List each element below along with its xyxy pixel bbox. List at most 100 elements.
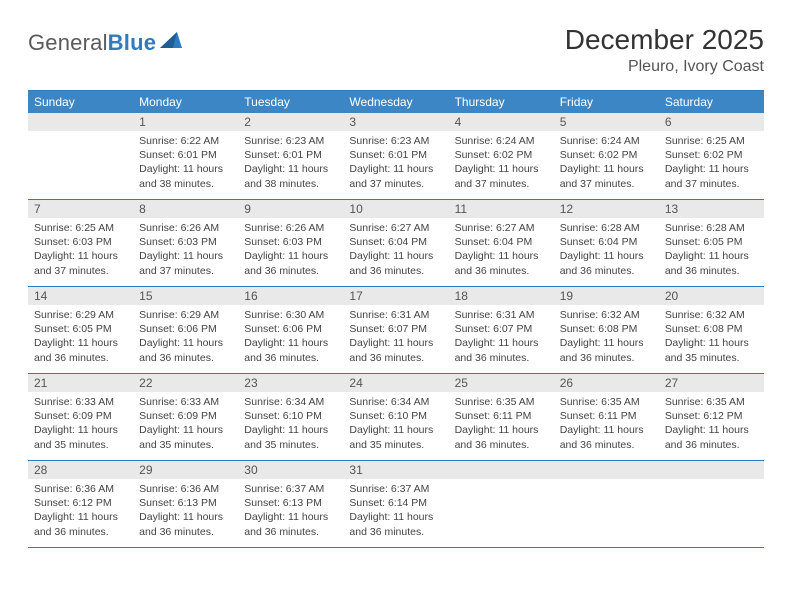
cell-line: Daylight: 11 hours: [349, 336, 442, 350]
logo-text-blue: Blue: [108, 30, 156, 55]
cell-line: Sunset: 6:05 PM: [665, 235, 758, 249]
cell-line: and 36 minutes.: [560, 351, 653, 365]
date-number: 5: [554, 113, 659, 131]
cell-line: Sunset: 6:14 PM: [349, 496, 442, 510]
logo: GeneralBlue: [28, 30, 182, 56]
cell-line: and 36 minutes.: [560, 264, 653, 278]
day-header: Thursday: [449, 91, 554, 113]
empty-date-bar: [554, 461, 659, 479]
day-cell: 10Sunrise: 6:27 AMSunset: 6:04 PMDayligh…: [343, 200, 448, 286]
calendar-grid: SundayMondayTuesdayWednesdayThursdayFrid…: [28, 90, 764, 548]
cell-body: Sunrise: 6:29 AMSunset: 6:06 PMDaylight:…: [133, 305, 238, 371]
date-number: 1: [133, 113, 238, 131]
cell-line: Sunrise: 6:35 AM: [455, 395, 548, 409]
cell-body: Sunrise: 6:25 AMSunset: 6:03 PMDaylight:…: [28, 218, 133, 284]
cell-line: Daylight: 11 hours: [244, 423, 337, 437]
day-header: Tuesday: [238, 91, 343, 113]
cell-line: and 36 minutes.: [244, 351, 337, 365]
day-cell: 6Sunrise: 6:25 AMSunset: 6:02 PMDaylight…: [659, 113, 764, 199]
cell-line: and 37 minutes.: [349, 177, 442, 191]
cell-body: Sunrise: 6:28 AMSunset: 6:04 PMDaylight:…: [554, 218, 659, 284]
cell-line: Sunrise: 6:28 AM: [665, 221, 758, 235]
logo-text: GeneralBlue: [28, 30, 156, 56]
cell-line: Sunset: 6:09 PM: [34, 409, 127, 423]
logo-text-gray: General: [28, 30, 108, 55]
cell-line: Sunset: 6:03 PM: [244, 235, 337, 249]
cell-line: Daylight: 11 hours: [665, 249, 758, 263]
day-cell: 12Sunrise: 6:28 AMSunset: 6:04 PMDayligh…: [554, 200, 659, 286]
cell-line: and 36 minutes.: [34, 351, 127, 365]
week-row: 21Sunrise: 6:33 AMSunset: 6:09 PMDayligh…: [28, 374, 764, 461]
cell-line: Sunrise: 6:26 AM: [244, 221, 337, 235]
cell-line: and 36 minutes.: [349, 264, 442, 278]
cell-body: Sunrise: 6:33 AMSunset: 6:09 PMDaylight:…: [133, 392, 238, 458]
cell-line: Sunset: 6:13 PM: [244, 496, 337, 510]
cell-body: Sunrise: 6:25 AMSunset: 6:02 PMDaylight:…: [659, 131, 764, 197]
date-number: 31: [343, 461, 448, 479]
date-number: 12: [554, 200, 659, 218]
cell-line: Sunrise: 6:34 AM: [349, 395, 442, 409]
cell-line: Sunrise: 6:37 AM: [244, 482, 337, 496]
cell-line: Daylight: 11 hours: [244, 162, 337, 176]
cell-line: and 36 minutes.: [455, 438, 548, 452]
day-header: Wednesday: [343, 91, 448, 113]
day-cell: 19Sunrise: 6:32 AMSunset: 6:08 PMDayligh…: [554, 287, 659, 373]
cell-line: and 37 minutes.: [560, 177, 653, 191]
date-number: 25: [449, 374, 554, 392]
cell-line: Daylight: 11 hours: [560, 249, 653, 263]
cell-line: Sunset: 6:08 PM: [560, 322, 653, 336]
cell-line: Sunset: 6:02 PM: [455, 148, 548, 162]
cell-body: Sunrise: 6:36 AMSunset: 6:13 PMDaylight:…: [133, 479, 238, 545]
cell-line: and 36 minutes.: [244, 264, 337, 278]
cell-line: Daylight: 11 hours: [455, 336, 548, 350]
day-cell: 24Sunrise: 6:34 AMSunset: 6:10 PMDayligh…: [343, 374, 448, 460]
cell-body: Sunrise: 6:35 AMSunset: 6:11 PMDaylight:…: [554, 392, 659, 458]
date-number: 30: [238, 461, 343, 479]
cell-line: Daylight: 11 hours: [34, 336, 127, 350]
date-number: 20: [659, 287, 764, 305]
day-cell: 3Sunrise: 6:23 AMSunset: 6:01 PMDaylight…: [343, 113, 448, 199]
cell-line: Sunset: 6:04 PM: [349, 235, 442, 249]
cell-line: Daylight: 11 hours: [455, 162, 548, 176]
cell-body: Sunrise: 6:37 AMSunset: 6:13 PMDaylight:…: [238, 479, 343, 545]
day-cell: 28Sunrise: 6:36 AMSunset: 6:12 PMDayligh…: [28, 461, 133, 547]
cell-line: and 35 minutes.: [139, 438, 232, 452]
cell-line: Sunset: 6:12 PM: [665, 409, 758, 423]
cell-line: Daylight: 11 hours: [139, 423, 232, 437]
cell-line: Sunrise: 6:25 AM: [665, 134, 758, 148]
cell-body: Sunrise: 6:31 AMSunset: 6:07 PMDaylight:…: [449, 305, 554, 371]
cell-line: Sunrise: 6:32 AM: [560, 308, 653, 322]
calendar-page: GeneralBlue December 2025 Pleuro, Ivory …: [0, 0, 792, 572]
day-cell: 5Sunrise: 6:24 AMSunset: 6:02 PMDaylight…: [554, 113, 659, 199]
day-cell: 30Sunrise: 6:37 AMSunset: 6:13 PMDayligh…: [238, 461, 343, 547]
cell-line: Daylight: 11 hours: [244, 336, 337, 350]
empty-date-bar: [28, 113, 133, 131]
cell-line: and 36 minutes.: [34, 525, 127, 539]
cell-line: Daylight: 11 hours: [560, 336, 653, 350]
cell-body: Sunrise: 6:32 AMSunset: 6:08 PMDaylight:…: [554, 305, 659, 371]
cell-line: Sunrise: 6:36 AM: [139, 482, 232, 496]
date-number: 28: [28, 461, 133, 479]
cell-line: and 36 minutes.: [665, 438, 758, 452]
cell-body: Sunrise: 6:32 AMSunset: 6:08 PMDaylight:…: [659, 305, 764, 371]
day-cell: 15Sunrise: 6:29 AMSunset: 6:06 PMDayligh…: [133, 287, 238, 373]
cell-line: Sunset: 6:11 PM: [560, 409, 653, 423]
cell-line: Sunset: 6:10 PM: [349, 409, 442, 423]
cell-line: and 37 minutes.: [139, 264, 232, 278]
cell-line: Sunset: 6:04 PM: [455, 235, 548, 249]
cell-line: Daylight: 11 hours: [349, 249, 442, 263]
cell-line: Sunset: 6:09 PM: [139, 409, 232, 423]
cell-line: Daylight: 11 hours: [560, 162, 653, 176]
date-number: 23: [238, 374, 343, 392]
cell-line: Sunset: 6:04 PM: [560, 235, 653, 249]
cell-body: Sunrise: 6:33 AMSunset: 6:09 PMDaylight:…: [28, 392, 133, 458]
date-number: 19: [554, 287, 659, 305]
cell-line: Sunrise: 6:26 AM: [139, 221, 232, 235]
cell-line: Sunrise: 6:25 AM: [34, 221, 127, 235]
cell-line: Daylight: 11 hours: [455, 423, 548, 437]
cell-line: Daylight: 11 hours: [349, 510, 442, 524]
empty-date-bar: [449, 461, 554, 479]
cell-line: Sunrise: 6:35 AM: [665, 395, 758, 409]
cell-line: Daylight: 11 hours: [139, 510, 232, 524]
day-cell: 8Sunrise: 6:26 AMSunset: 6:03 PMDaylight…: [133, 200, 238, 286]
